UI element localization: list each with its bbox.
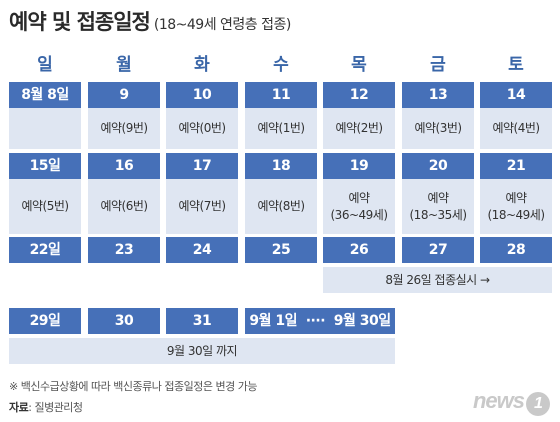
weekday-label: 토 bbox=[508, 55, 524, 75]
day-note: 예약(3번) bbox=[402, 108, 474, 149]
september-range: 9월 1일 ···· 9월 30일 bbox=[245, 308, 395, 334]
day-date: 31 bbox=[166, 308, 238, 334]
logo-badge: 1 bbox=[526, 392, 550, 416]
day-date: 14 bbox=[480, 82, 552, 108]
weekday-label: 월 bbox=[116, 55, 132, 75]
logo-text: news bbox=[472, 388, 525, 413]
day-date: 16 bbox=[88, 153, 160, 179]
day-cell: 12 예약(2번) bbox=[323, 82, 395, 149]
day-date: 15일 bbox=[9, 153, 81, 179]
day-cell: 13 예약(3번) bbox=[402, 82, 474, 149]
day-date: 13 bbox=[402, 82, 474, 108]
day-cell: 19 예약 (36~49세) bbox=[323, 153, 395, 234]
footnote: ※ 백신수급상황에 따라 백신종류나 접종일정은 변경 가능 bbox=[9, 380, 257, 393]
day-date: 9 bbox=[88, 82, 160, 108]
day-date: 27 bbox=[402, 237, 474, 263]
day-date: 10 bbox=[166, 82, 238, 108]
source-label: 자료 bbox=[9, 401, 29, 414]
day-date: 30 bbox=[88, 308, 160, 334]
weekday-label: 목 bbox=[351, 55, 367, 75]
day-cell: 17 예약(7번) bbox=[166, 153, 238, 234]
day-cell: 18 예약(8번) bbox=[245, 153, 317, 234]
day-cell: 21 예약 (18~49세) bbox=[480, 153, 552, 234]
news1-logo: news 1 bbox=[473, 388, 550, 416]
day-note: 예약(7번) bbox=[166, 179, 238, 234]
day-date: 19 bbox=[323, 153, 395, 179]
source-value: : 질병관리청 bbox=[28, 401, 83, 414]
day-date: 22일 bbox=[9, 237, 81, 263]
day-date: 21 bbox=[480, 153, 552, 179]
day-note: 예약 (18~35세) bbox=[402, 179, 474, 234]
day-note: 예약(8번) bbox=[245, 179, 317, 234]
day-date: 11 bbox=[245, 82, 317, 108]
day-cell: 14 예약(4번) bbox=[480, 82, 552, 149]
day-cell: 8월 8일 bbox=[9, 82, 81, 149]
day-date: 24 bbox=[166, 237, 238, 263]
day-cell: 11 예약(1번) bbox=[245, 82, 317, 149]
day-date: 25 bbox=[245, 237, 317, 263]
day-note bbox=[9, 108, 81, 149]
weekday-label: 수 bbox=[273, 55, 289, 75]
day-date: 8월 8일 bbox=[9, 82, 81, 108]
title-subtitle: (18~49세 연령층 접종) bbox=[153, 17, 291, 33]
day-note: 예약(0번) bbox=[166, 108, 238, 149]
day-date: 18 bbox=[245, 153, 317, 179]
infographic-title: 예약 및 접종일정 (18~49세 연령층 접종) bbox=[9, 6, 291, 36]
day-note: 예약(6번) bbox=[88, 179, 160, 234]
day-date: 20 bbox=[402, 153, 474, 179]
day-date: 26 bbox=[323, 237, 395, 263]
weekday-label: 화 bbox=[194, 55, 210, 75]
day-note: 예약(4번) bbox=[480, 108, 552, 149]
day-note: 예약(9번) bbox=[88, 108, 160, 149]
day-cell: 20 예약 (18~35세) bbox=[402, 153, 474, 234]
day-date: 28 bbox=[480, 237, 552, 263]
vaccination-start-note: 8월 26일 접종실시 → bbox=[323, 267, 552, 293]
day-cell: 9 예약(9번) bbox=[88, 82, 160, 149]
weekday-label: 일 bbox=[37, 55, 53, 75]
day-note: 예약(5번) bbox=[9, 179, 81, 234]
day-date: 29일 bbox=[9, 308, 81, 334]
day-note: 예약(1번) bbox=[245, 108, 317, 149]
end-date-note: 9월 30일 까지 bbox=[9, 338, 395, 364]
day-note: 예약 (36~49세) bbox=[323, 179, 395, 234]
day-cell: 10 예약(0번) bbox=[166, 82, 238, 149]
source-line: 자료: 질병관리청 bbox=[9, 399, 83, 415]
day-note: 예약(2번) bbox=[323, 108, 395, 149]
day-date: 17 bbox=[166, 153, 238, 179]
day-date: 23 bbox=[88, 237, 160, 263]
day-date: 12 bbox=[323, 82, 395, 108]
title-main: 예약 및 접종일정 bbox=[9, 10, 151, 34]
day-note: 예약 (18~49세) bbox=[480, 179, 552, 234]
day-cell: 15일 예약(5번) bbox=[9, 153, 81, 234]
day-cell: 16 예약(6번) bbox=[88, 153, 160, 234]
weekday-label: 금 bbox=[430, 55, 446, 75]
